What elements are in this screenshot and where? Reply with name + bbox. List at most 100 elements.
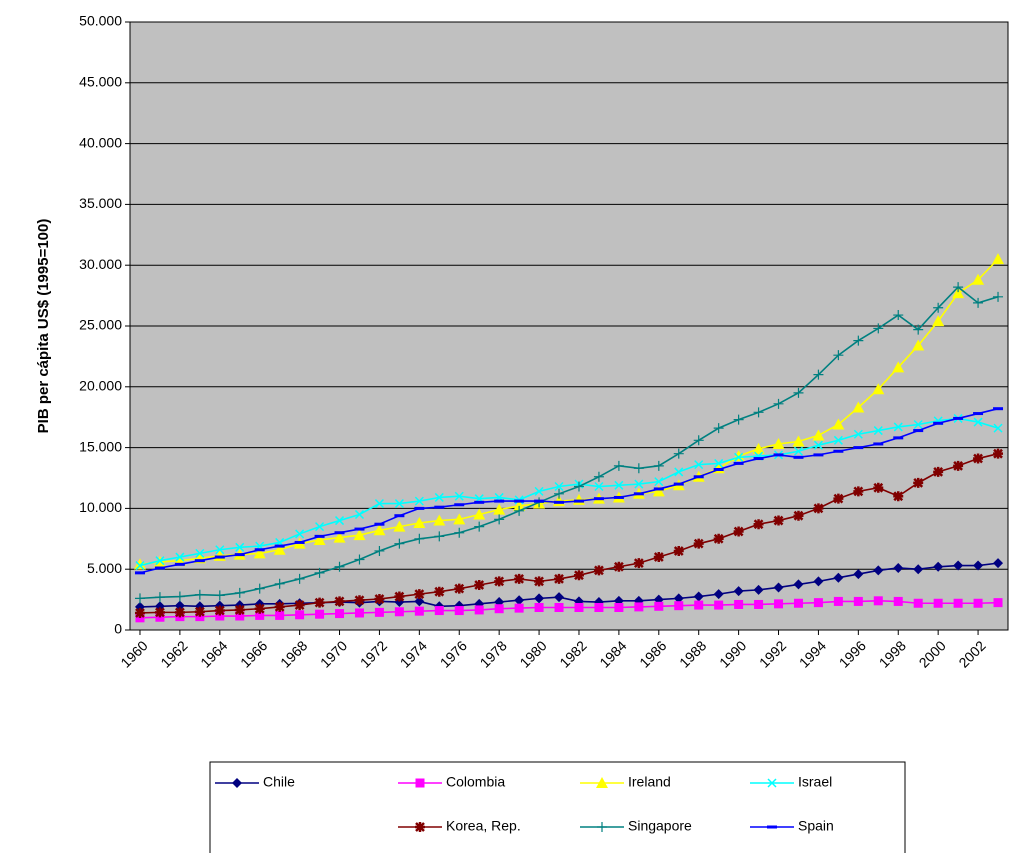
- y-tick-label: 45.000: [79, 74, 122, 90]
- marker: [155, 607, 165, 617]
- x-tick-label: 2000: [916, 637, 949, 670]
- marker: [833, 494, 843, 504]
- marker: [455, 606, 464, 615]
- marker: [475, 605, 484, 614]
- y-tick-label: 5.000: [87, 560, 122, 576]
- y-tick-label: 25.000: [79, 317, 122, 333]
- marker: [994, 598, 1003, 607]
- marker: [375, 608, 384, 617]
- y-axis-label: PIB per cápita US$ (1995=100): [35, 219, 52, 434]
- x-tick-label: 1972: [357, 637, 390, 670]
- x-tick-label: 1964: [197, 637, 230, 670]
- x-tick-label: 1994: [796, 637, 829, 670]
- marker: [574, 570, 584, 580]
- marker: [953, 461, 963, 471]
- marker: [634, 558, 644, 568]
- y-tick-label: 15.000: [79, 438, 122, 454]
- marker: [814, 598, 823, 607]
- marker: [454, 584, 464, 594]
- marker: [494, 576, 504, 586]
- marker: [474, 580, 484, 590]
- marker: [175, 607, 185, 617]
- x-tick-label: 1978: [477, 637, 510, 670]
- x-tick-label: 1998: [876, 637, 909, 670]
- marker: [594, 565, 604, 575]
- marker: [416, 779, 425, 788]
- marker: [674, 601, 683, 610]
- marker: [315, 598, 325, 608]
- x-tick-label: 1992: [756, 637, 789, 670]
- marker: [774, 599, 783, 608]
- x-tick-label: 1990: [716, 637, 749, 670]
- marker: [993, 449, 1003, 459]
- marker: [275, 602, 285, 612]
- marker: [355, 608, 364, 617]
- marker: [634, 602, 643, 611]
- legend-label: Chile: [263, 774, 295, 790]
- marker: [374, 594, 384, 604]
- marker: [714, 601, 723, 610]
- marker: [754, 519, 764, 529]
- marker: [954, 599, 963, 608]
- marker: [215, 606, 225, 616]
- marker: [295, 610, 304, 619]
- legend-label: Spain: [798, 818, 834, 834]
- marker: [135, 608, 145, 618]
- marker: [515, 604, 524, 613]
- marker: [933, 467, 943, 477]
- marker: [734, 600, 743, 609]
- marker: [514, 574, 524, 584]
- marker: [754, 600, 763, 609]
- marker: [813, 503, 823, 513]
- marker: [435, 606, 444, 615]
- y-tick-label: 40.000: [79, 134, 122, 150]
- marker: [235, 605, 245, 615]
- legend-label: Singapore: [628, 818, 692, 834]
- marker: [614, 603, 623, 612]
- y-tick-label: 50.000: [79, 13, 122, 29]
- marker: [535, 603, 544, 612]
- marker: [255, 604, 265, 614]
- chart: PIB per cápita US$ (1995=100) 05.00010.0…: [0, 0, 1014, 853]
- marker: [414, 589, 424, 599]
- x-tick-label: 1980: [516, 637, 549, 670]
- legend-label: Korea, Rep.: [446, 818, 521, 834]
- legend-label: Israel: [798, 774, 832, 790]
- marker: [694, 539, 704, 549]
- marker: [774, 516, 784, 526]
- marker: [195, 607, 205, 617]
- y-tick-label: 30.000: [79, 256, 122, 272]
- marker: [654, 602, 663, 611]
- marker: [934, 599, 943, 608]
- marker: [874, 596, 883, 605]
- marker: [574, 603, 583, 612]
- marker: [614, 562, 624, 572]
- marker: [275, 611, 284, 620]
- marker: [415, 822, 425, 832]
- marker: [893, 491, 903, 501]
- marker: [594, 603, 603, 612]
- marker: [734, 527, 744, 537]
- x-tick-label: 1988: [676, 637, 709, 670]
- marker: [894, 597, 903, 606]
- x-tick-label: 1976: [437, 637, 470, 670]
- marker: [793, 511, 803, 521]
- y-tick-label: 0: [114, 621, 122, 637]
- x-tick-label: 1960: [117, 637, 150, 670]
- marker: [335, 609, 344, 618]
- marker: [913, 478, 923, 488]
- marker: [974, 599, 983, 608]
- marker: [714, 534, 724, 544]
- marker: [914, 599, 923, 608]
- y-tick-label: 35.000: [79, 195, 122, 211]
- marker: [654, 552, 664, 562]
- marker: [495, 604, 504, 613]
- marker: [834, 597, 843, 606]
- marker: [873, 483, 883, 493]
- x-tick-label: 1970: [317, 637, 350, 670]
- x-tick-label: 1974: [397, 637, 430, 670]
- x-tick-label: 1986: [636, 637, 669, 670]
- x-tick-label: 1966: [237, 637, 270, 670]
- marker: [394, 592, 404, 602]
- marker: [295, 600, 305, 610]
